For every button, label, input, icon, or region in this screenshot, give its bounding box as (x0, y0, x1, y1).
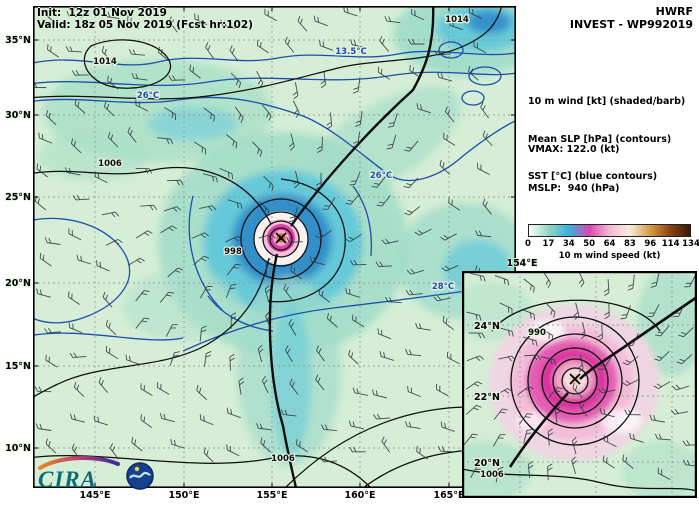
inset-frame (462, 271, 697, 498)
map-frame (33, 6, 516, 488)
colorbar-ticks: 0 17 34 50 64 83 96 114 134 (525, 239, 699, 249)
inset-slp-contours-layer (462, 295, 697, 492)
inset-slp-label: 1006 (480, 470, 504, 480)
slp-label: 998 (224, 247, 242, 257)
colorbar-gradient (528, 224, 691, 237)
mslp-value: MSLP: 940 (hPa) (528, 183, 620, 194)
legend-wind-line: 10 m wind [kt] (shaded/barb) (528, 96, 686, 107)
colorbar-tick: 114 (661, 239, 680, 249)
colorbar-tick: 96 (644, 239, 657, 249)
inset-y-tick-label: 24°N (474, 321, 500, 332)
sst-label: 28°C (432, 282, 454, 292)
slp-label: 1006 (98, 159, 122, 169)
colorbar-tick: 17 (542, 239, 555, 249)
colorbar-tick: 50 (583, 239, 596, 249)
field-legend: 10 m wind [kt] (shaded/barb) Mean SLP [h… (528, 71, 685, 209)
x-tick-label: 150°E (168, 490, 200, 501)
colorbar-tick: 134 (682, 239, 699, 249)
colorbar-tick: 34 (562, 239, 575, 249)
grid-layer (33, 6, 516, 488)
slp-contours-layer (33, 6, 516, 488)
cira-emblem-icon (126, 462, 154, 490)
sst-label: 26°C (137, 91, 159, 101)
model-header: HWRF INVEST - WP992019 (570, 5, 693, 31)
y-tick-label: 15°N (5, 361, 31, 372)
legend-slp-line: Mean SLP [hPa] (contours) (528, 133, 672, 145)
inset-x-tick-label: 154°E (506, 258, 538, 269)
x-tick-label: 155°E (256, 490, 288, 501)
sst-contours-layer (33, 41, 516, 352)
main-map: 1014 1014 1006 998 1006 13.5°C 26°C 26°C… (33, 6, 516, 488)
inset-wind-barbs-layer (463, 271, 697, 483)
storm-id: INVEST - WP992019 (569, 18, 693, 31)
sst-label: 13.5°C (335, 47, 366, 57)
x-tick-label: 160°E (344, 490, 376, 501)
colorbar-tick: 64 (603, 239, 616, 249)
cira-logo: CIRA (34, 452, 174, 494)
x-tick-label: 145°E (79, 490, 111, 501)
inset-y-tick-labels: 24°N 22°N 20°N (473, 320, 501, 471)
inset-map: 990 1006 24°N 22°N 20°N (462, 271, 697, 498)
sst-label: 26°C (370, 171, 392, 181)
valid-time-label: Valid: 18z 05 Nov 2019 (Fcst hr:102) (37, 19, 253, 31)
inset-wind-shading-layer (462, 271, 697, 498)
y-tick-label: 20°N (5, 278, 31, 289)
cira-logo-text: CIRA (38, 467, 97, 492)
colorbar-tick: 0 (525, 239, 531, 249)
x-tick-label: 165°E (433, 490, 465, 501)
y-tick-label: 10°N (5, 443, 31, 454)
inset-y-tick-label: 20°N (474, 458, 500, 469)
inset-storm-track-line (508, 295, 697, 468)
inset-contour-labels-layer: 990 1006 (479, 327, 547, 482)
vmax-value: VMAX: 122.0 (kt) (528, 144, 620, 155)
storm-track-line (268, 6, 435, 488)
inset-cyclone-center-marker (569, 373, 581, 385)
legend-sst-line: SST [°C] (blue contours) (528, 171, 658, 182)
inset-slp-label: 990 (528, 328, 546, 338)
cyclone-center-marker (275, 232, 287, 244)
y-tick-label: 30°N (5, 110, 31, 121)
cira-swoosh-icon (38, 456, 120, 470)
slp-label: 1006 (271, 454, 295, 464)
colorbar-tick: 83 (623, 239, 636, 249)
y-tick-label: 25°N (5, 192, 31, 203)
y-tick-label: 35°N (5, 35, 31, 46)
inset-y-tick-label: 22°N (474, 392, 500, 403)
init-time-label: Init: 12z 01 Nov 2019 (37, 7, 167, 19)
cira-logo-graphic: CIRA (38, 456, 154, 492)
slp-label: 1014 (93, 57, 117, 67)
contour-labels-layer: 1014 1014 1006 998 1006 13.5°C 26°C 26°C… (92, 14, 470, 466)
storm-intensity-values: VMAX: 122.0 (kt) MSLP: 940 (hPa) (528, 117, 620, 221)
slp-label: 1014 (445, 15, 469, 25)
colorbar-label: 10 m wind speed (kt) (558, 251, 661, 261)
model-name: HWRF (655, 5, 693, 18)
